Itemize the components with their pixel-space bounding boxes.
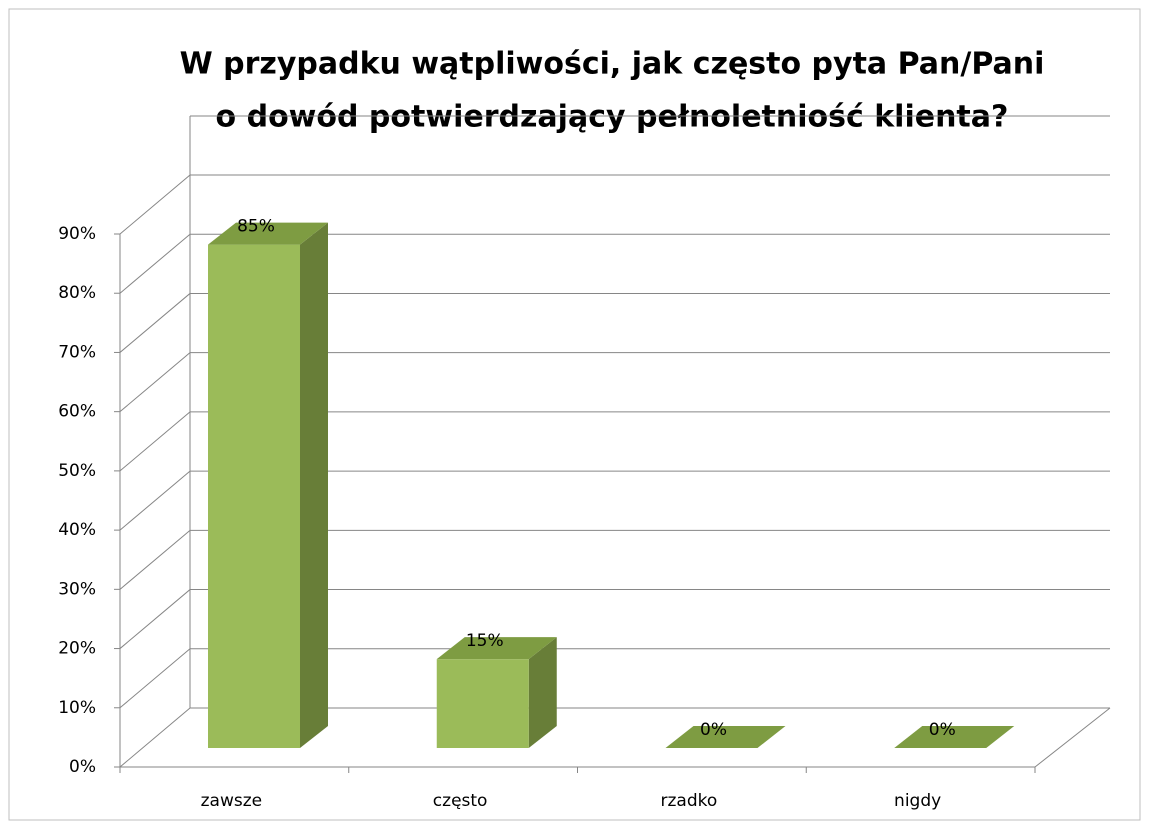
bar-side bbox=[528, 637, 557, 748]
chart-title: W przypadku wątpliwości, jak często pyta… bbox=[180, 47, 1045, 82]
grid-line bbox=[119, 411, 191, 472]
grid-line bbox=[119, 233, 191, 294]
x-tick-label: często bbox=[433, 791, 488, 811]
grid-line bbox=[119, 707, 191, 768]
grid-line bbox=[119, 470, 191, 531]
y-tick-label: 60% bbox=[58, 402, 96, 422]
chart-border bbox=[8, 8, 1141, 821]
bar bbox=[208, 244, 300, 748]
y-tick-label: 70% bbox=[58, 342, 96, 362]
y-tick-label: 0% bbox=[69, 757, 96, 777]
data-label: 15% bbox=[466, 631, 504, 651]
x-tick-label: rzadko bbox=[660, 791, 717, 811]
y-tick-label: 30% bbox=[58, 579, 96, 599]
grid-line bbox=[119, 648, 191, 709]
grid-line bbox=[119, 352, 191, 413]
x-tick-label: nigdy bbox=[894, 791, 941, 811]
data-label: 85% bbox=[237, 217, 275, 237]
grid-line bbox=[119, 293, 191, 353]
y-tick-label: 90% bbox=[58, 224, 96, 244]
grid-line bbox=[119, 529, 191, 590]
y-tick-label: 40% bbox=[58, 520, 96, 540]
grid-line bbox=[119, 589, 191, 649]
data-label: 0% bbox=[700, 720, 727, 740]
bar-top bbox=[665, 726, 786, 748]
floor-edge bbox=[1034, 707, 1111, 768]
bar-side bbox=[300, 222, 328, 749]
bar-top bbox=[436, 637, 557, 660]
x-tick-label: zawsze bbox=[201, 791, 262, 811]
y-tick-label: 80% bbox=[58, 283, 96, 303]
y-tick-label: 20% bbox=[58, 639, 96, 659]
bar bbox=[436, 659, 529, 748]
bar-top bbox=[208, 222, 328, 245]
y-tick-label: 10% bbox=[58, 698, 96, 718]
grid-line bbox=[119, 174, 191, 235]
data-label: 0% bbox=[929, 720, 956, 740]
chart-title: o dowód potwierdzający pełnoletniość kli… bbox=[216, 100, 1009, 135]
y-tick-label: 50% bbox=[58, 461, 96, 481]
bar-top bbox=[894, 726, 1015, 748]
